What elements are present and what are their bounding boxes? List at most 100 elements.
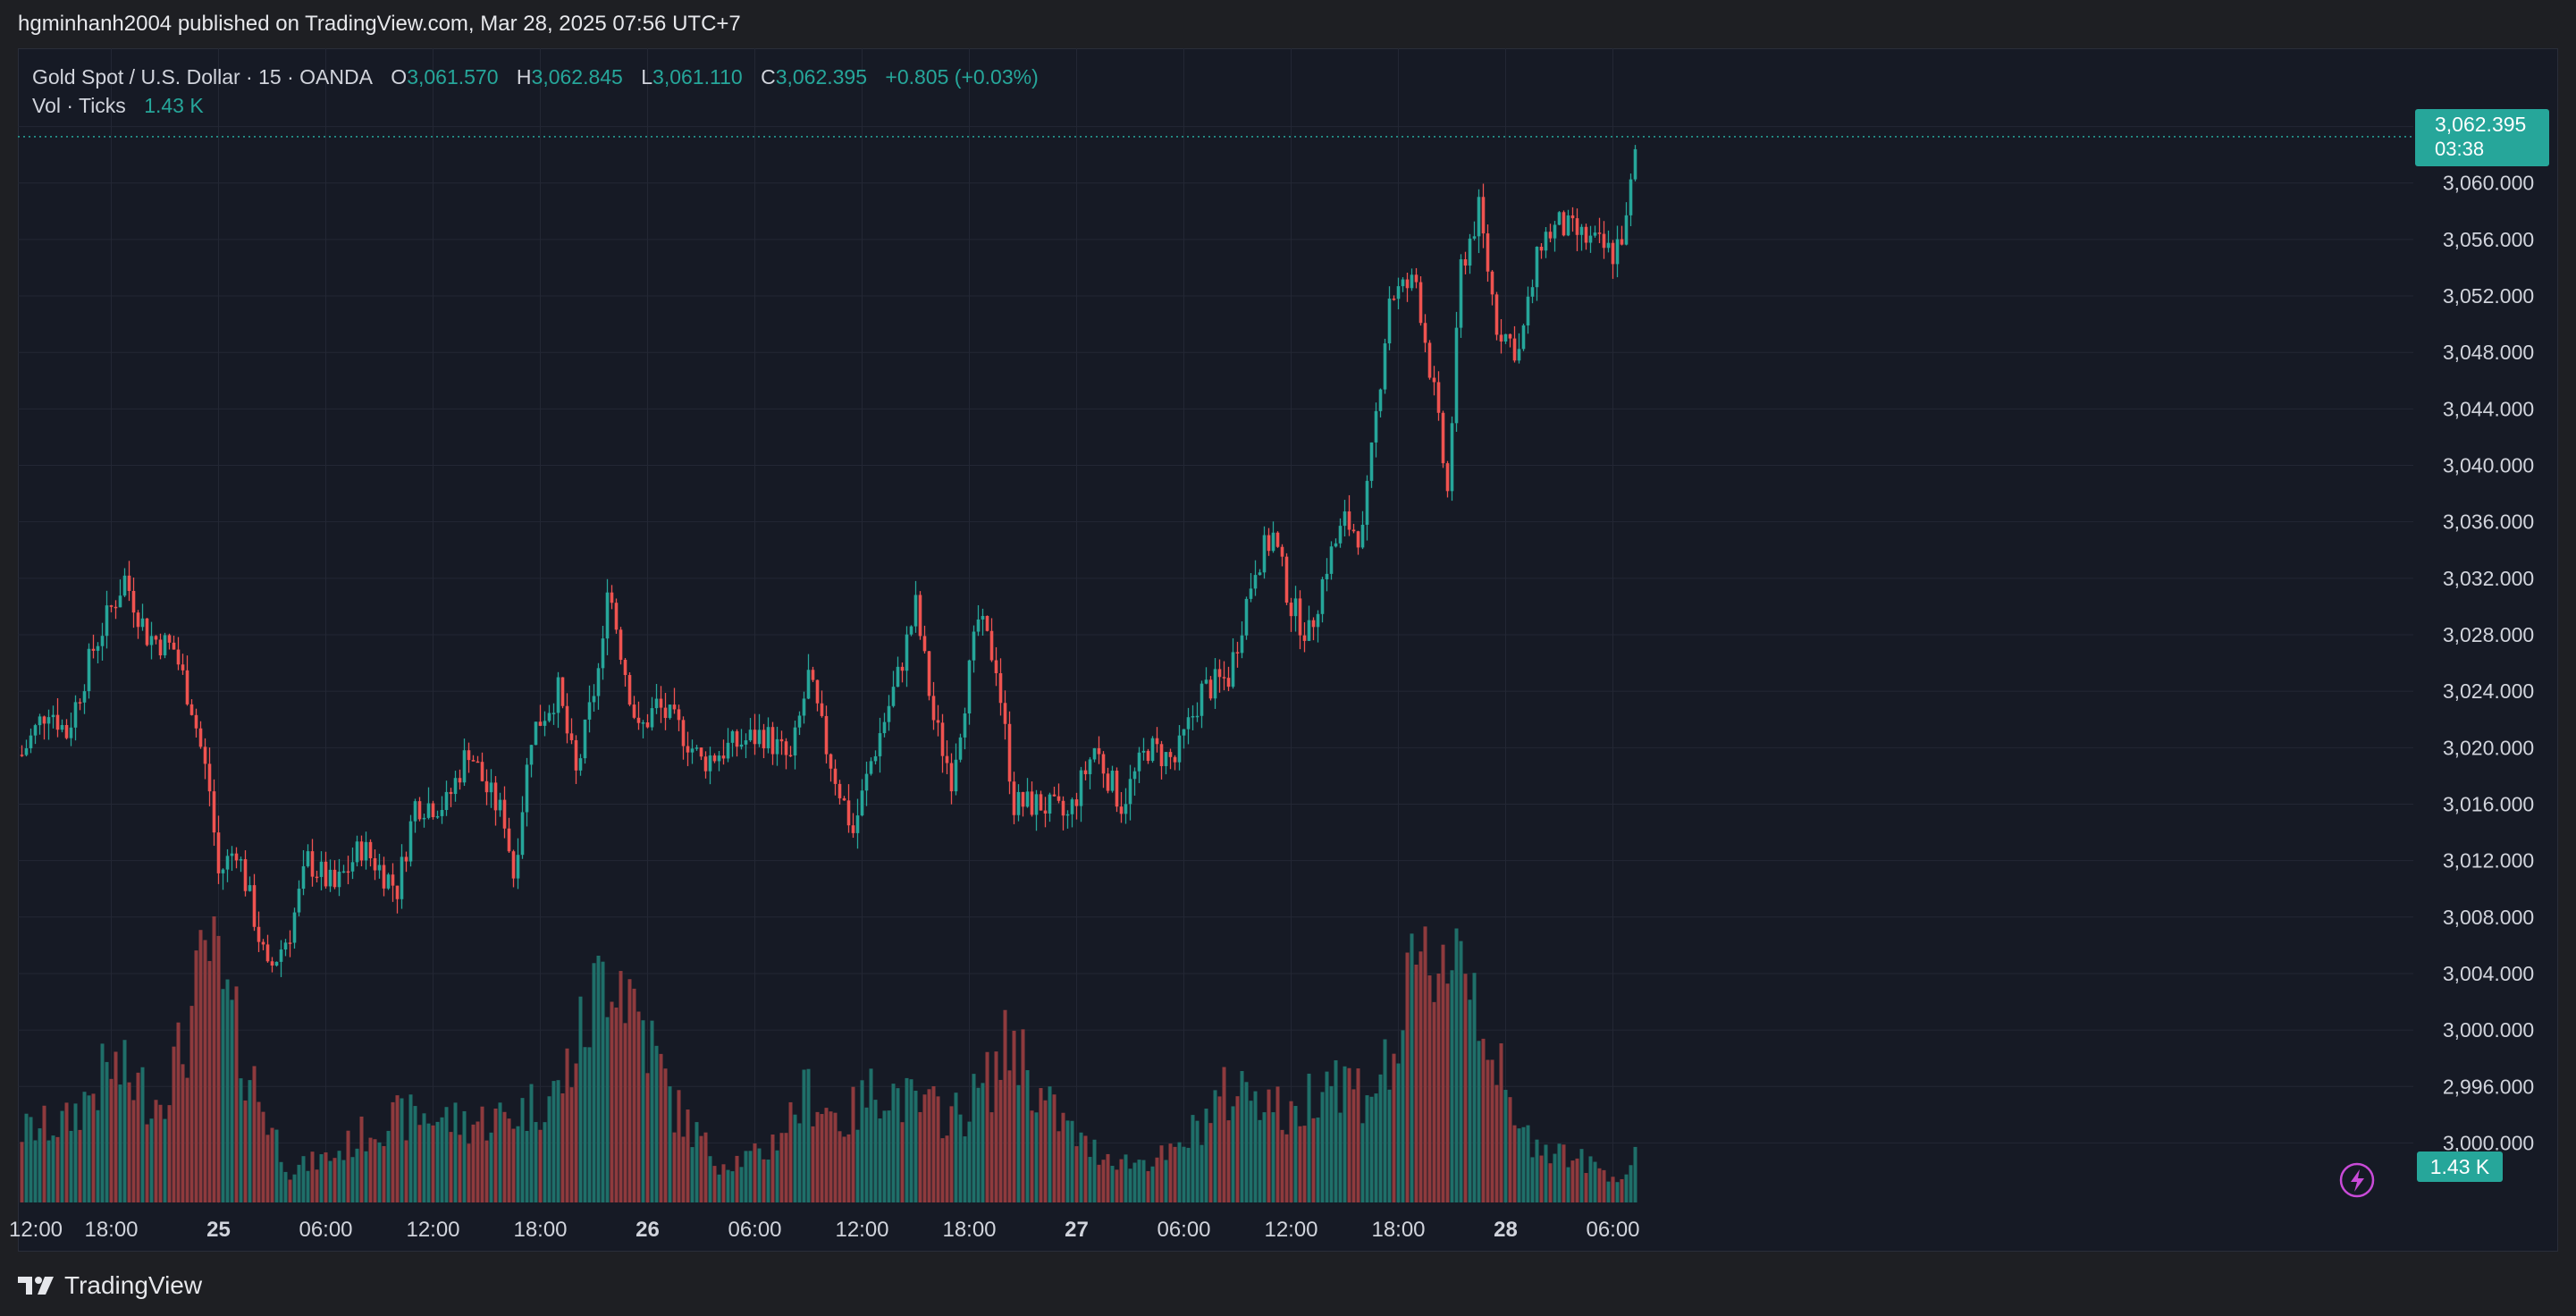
volume-bar <box>1119 1159 1124 1202</box>
candle-body <box>686 746 690 753</box>
candle-body <box>592 696 596 703</box>
price-badge: 3,062.395 03:38 <box>2415 109 2549 166</box>
volume-bar <box>1030 1110 1034 1202</box>
candle-body <box>1427 342 1432 378</box>
candle-body <box>1410 274 1414 289</box>
volume-bar <box>976 1087 981 1202</box>
candle-body <box>1544 232 1548 251</box>
legend-high-value: 3,062.845 <box>531 65 623 89</box>
candle-body <box>301 865 306 890</box>
tradingview-logo-icon <box>18 1277 54 1295</box>
volume-bar <box>583 1047 587 1202</box>
candle-body <box>1275 532 1280 547</box>
candle-body <box>1267 535 1271 552</box>
candle-body <box>1271 532 1275 552</box>
candle-body <box>341 871 346 873</box>
volume-bar <box>484 1140 489 1202</box>
volume-bar <box>100 1043 105 1202</box>
candle-body <box>1191 716 1195 718</box>
legend-change: +0.805 (+0.03%) <box>885 65 1039 89</box>
volume-bar <box>663 1068 668 1202</box>
candle-body <box>547 713 551 721</box>
volume-bar <box>1137 1160 1141 1202</box>
candle-body <box>735 730 739 747</box>
candle-body <box>1307 620 1311 641</box>
candle-body <box>587 702 592 720</box>
candle-body <box>623 660 627 676</box>
volume-bar <box>364 1151 368 1202</box>
candle-body <box>440 809 444 816</box>
volume-bar <box>1065 1120 1070 1202</box>
candle-body <box>1494 294 1499 335</box>
volume-bar <box>788 1101 793 1202</box>
candle-body <box>963 713 967 738</box>
price-tick-label: 3,028.000 <box>2443 623 2534 646</box>
candle-body <box>748 730 753 741</box>
candle-layer <box>20 145 1637 977</box>
volume-bar <box>695 1122 699 1202</box>
volume-bar <box>145 1124 149 1202</box>
volume-bar <box>1472 973 1477 1202</box>
volume-bar <box>1052 1094 1056 1202</box>
volume-bar <box>905 1077 909 1202</box>
volume-bar <box>864 1107 869 1202</box>
candle-body <box>860 790 864 816</box>
volume-bar <box>1557 1143 1562 1202</box>
volume-bar <box>998 1079 1003 1202</box>
price-tick-label: 3,012.000 <box>2443 849 2534 873</box>
volume-bar <box>328 1160 333 1202</box>
candle-body <box>60 724 64 730</box>
legend-symbol[interactable]: Gold Spot / U.S. Dollar · 15 · OANDA <box>32 65 373 89</box>
volume-bar <box>855 1129 860 1202</box>
candle-body <box>614 603 619 630</box>
candle-body <box>793 727 797 756</box>
legend-volume-label[interactable]: Vol · Ticks <box>32 94 126 117</box>
volume-bar <box>757 1148 762 1202</box>
candle-body <box>627 675 632 705</box>
volume-bar <box>735 1155 739 1202</box>
volume-bar <box>1347 1067 1351 1202</box>
lightning-icon[interactable] <box>2339 1162 2375 1198</box>
candle-body <box>1034 794 1039 815</box>
candle-body <box>1517 349 1521 361</box>
price-tick-label: 3,048.000 <box>2443 341 2534 364</box>
candle-body <box>163 635 167 656</box>
volume-bar <box>560 1092 565 1202</box>
volume-bar <box>1289 1101 1293 1202</box>
volume-bar <box>829 1111 833 1202</box>
candle-body <box>1061 800 1065 816</box>
candle-body <box>315 876 319 879</box>
candle-body <box>1615 239 1620 265</box>
candle-body <box>757 730 762 745</box>
candle-body <box>775 738 779 755</box>
volume-bar <box>60 1110 64 1202</box>
volume-bar <box>596 955 601 1202</box>
volume-bar <box>949 1106 954 1202</box>
volume-bar <box>891 1084 896 1202</box>
volume-bar <box>927 1089 931 1202</box>
volume-bar <box>1548 1163 1553 1202</box>
legend-close-value: 3,062.395 <box>775 65 868 89</box>
candle-body <box>189 704 194 715</box>
candle-body <box>368 841 373 858</box>
candle-body <box>1137 752 1141 772</box>
candle-body <box>395 885 400 899</box>
volume-bar <box>543 1122 547 1202</box>
candle-body <box>1378 389 1383 411</box>
candle-body <box>203 747 207 764</box>
volume-bar <box>1468 1000 1472 1202</box>
candle-body <box>913 595 918 627</box>
candle-body <box>1146 750 1150 762</box>
footer-brand[interactable]: TradingView <box>18 1268 202 1303</box>
candle-body <box>1584 226 1588 243</box>
chart-frame[interactable] <box>18 48 2558 1252</box>
candle-body <box>1620 239 1624 245</box>
volume-bar <box>632 988 636 1202</box>
candle-body <box>677 709 681 721</box>
volume-layer <box>20 916 1637 1202</box>
candle-body <box>1048 794 1052 814</box>
volume-bar <box>1351 1089 1356 1202</box>
candle-body <box>712 755 717 762</box>
candle-body <box>1606 242 1611 249</box>
